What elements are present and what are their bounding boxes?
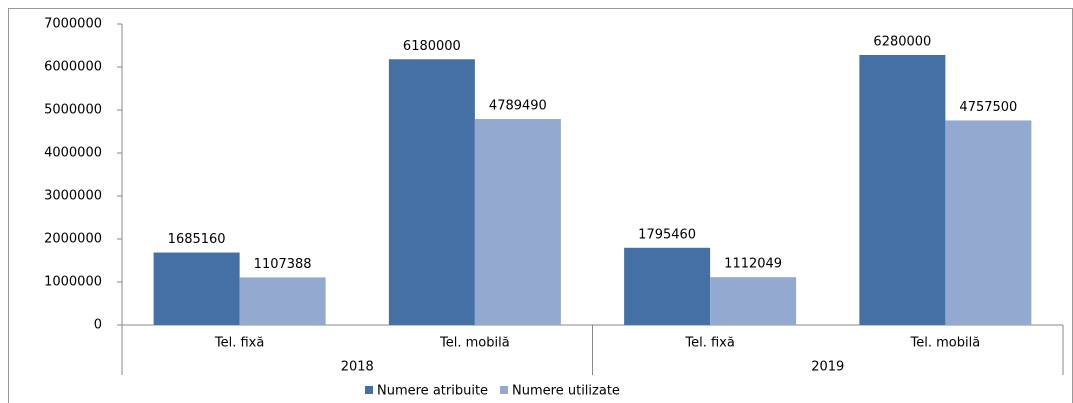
legend-label: Numere atribuite <box>377 384 488 399</box>
bar <box>474 119 561 325</box>
group-label: 2019 <box>811 360 844 375</box>
y-tick-label: 5000000 <box>44 103 102 118</box>
bar <box>710 277 797 325</box>
bar <box>388 59 475 325</box>
y-tick-label: 7000000 <box>44 17 102 32</box>
bar <box>153 252 240 325</box>
bar <box>239 277 326 325</box>
x-tick-label: Tel. mobilă <box>439 336 510 351</box>
x-tick-label: Tel. fixă <box>684 336 734 351</box>
y-tick-label: 6000000 <box>44 60 102 75</box>
bar <box>945 120 1032 326</box>
group-label: 2018 <box>341 360 374 375</box>
y-tick-label: 0 <box>94 318 102 333</box>
data-label: 6180000 <box>403 39 461 54</box>
data-label: 1685160 <box>168 232 226 247</box>
bar <box>859 54 946 326</box>
data-label: 1112049 <box>724 257 782 272</box>
data-label: 4757500 <box>959 100 1017 115</box>
y-tick-label: 3000000 <box>44 189 102 204</box>
x-tick-label: Tel. fixă <box>214 336 264 351</box>
legend-swatch <box>365 386 373 394</box>
data-label: 1795460 <box>638 227 696 242</box>
x-tick-label: Tel. mobilă <box>910 336 981 351</box>
data-label: 6280000 <box>873 34 931 49</box>
y-tick-label: 4000000 <box>44 146 102 161</box>
data-label: 4789490 <box>489 99 547 114</box>
y-tick-label: 1000000 <box>44 275 102 290</box>
bar <box>624 247 711 325</box>
legend-swatch <box>500 386 509 394</box>
y-tick-label: 2000000 <box>44 232 102 247</box>
data-label: 1107388 <box>254 257 312 272</box>
legend-label: Numere utilizate <box>512 384 620 399</box>
